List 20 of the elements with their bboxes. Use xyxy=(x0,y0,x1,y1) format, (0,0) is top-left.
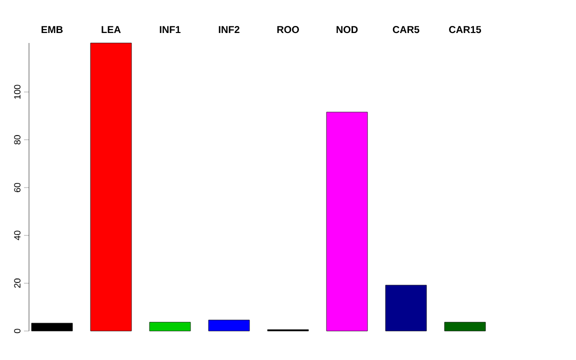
y-tick-label: 60 xyxy=(14,182,20,192)
x-tick-label: NOD xyxy=(336,26,358,34)
x-tick-label: EMB xyxy=(42,26,63,33)
bar xyxy=(149,322,191,332)
x-tick-label: CAR5 xyxy=(392,26,420,34)
bar xyxy=(326,112,368,332)
bar xyxy=(385,284,427,332)
y-tick-label: 80 xyxy=(14,135,20,144)
x-tick-label: ROO xyxy=(277,26,299,34)
y-tick-label: 20 xyxy=(14,278,20,288)
x-tick-label: LEA xyxy=(102,26,121,33)
x-tick-label: CAR15 xyxy=(449,26,482,34)
bar xyxy=(208,320,250,332)
y-tick-label: 100 xyxy=(14,84,20,99)
bar xyxy=(444,322,486,332)
y-tick-label: 40 xyxy=(14,230,20,240)
bar xyxy=(90,42,132,332)
x-tick-label: INF2 xyxy=(218,26,240,33)
y-tick-label: 0 xyxy=(14,328,20,334)
x-tick-label: INF1 xyxy=(160,26,181,33)
